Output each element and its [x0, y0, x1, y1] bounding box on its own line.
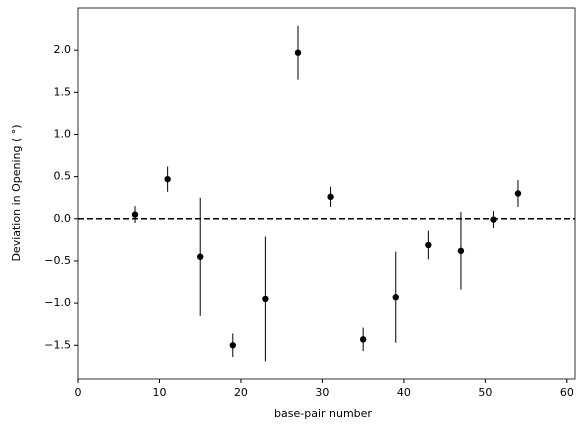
x-tick-label: 60 — [560, 386, 574, 399]
point — [229, 342, 237, 349]
y-tick-label: 2.0 — [54, 43, 72, 56]
point — [262, 295, 269, 303]
point — [392, 294, 399, 301]
x-tick-label: 50 — [478, 386, 492, 399]
point — [327, 193, 334, 201]
y-tick-label: −1.0 — [44, 296, 71, 309]
point — [164, 175, 171, 183]
point — [131, 211, 139, 218]
point — [425, 241, 432, 249]
y-tick-label: 1.5 — [54, 85, 72, 98]
y-tick-label: −0.5 — [44, 254, 71, 267]
point — [359, 336, 367, 343]
point — [197, 253, 204, 260]
y-tick-label: 1.0 — [54, 127, 72, 140]
x-tick-label: 40 — [397, 386, 411, 399]
x-tick-label: 0 — [75, 386, 82, 399]
x-tick-label: 10 — [152, 386, 166, 399]
x-tick-label: 20 — [234, 386, 248, 399]
y-axis-label: Deviation in Opening ( °) — [10, 124, 23, 261]
x-tick-label: 30 — [315, 386, 329, 399]
x-axis-label: base-pair number — [274, 407, 372, 420]
y-tick-label: 0.5 — [54, 170, 72, 183]
point — [514, 190, 522, 197]
y-tick-label: 0.0 — [54, 212, 72, 225]
plot-frame — [77, 7, 576, 380]
point — [457, 247, 465, 255]
y-tick-label: −1.5 — [44, 338, 71, 351]
point — [294, 49, 302, 56]
point — [490, 216, 497, 223]
